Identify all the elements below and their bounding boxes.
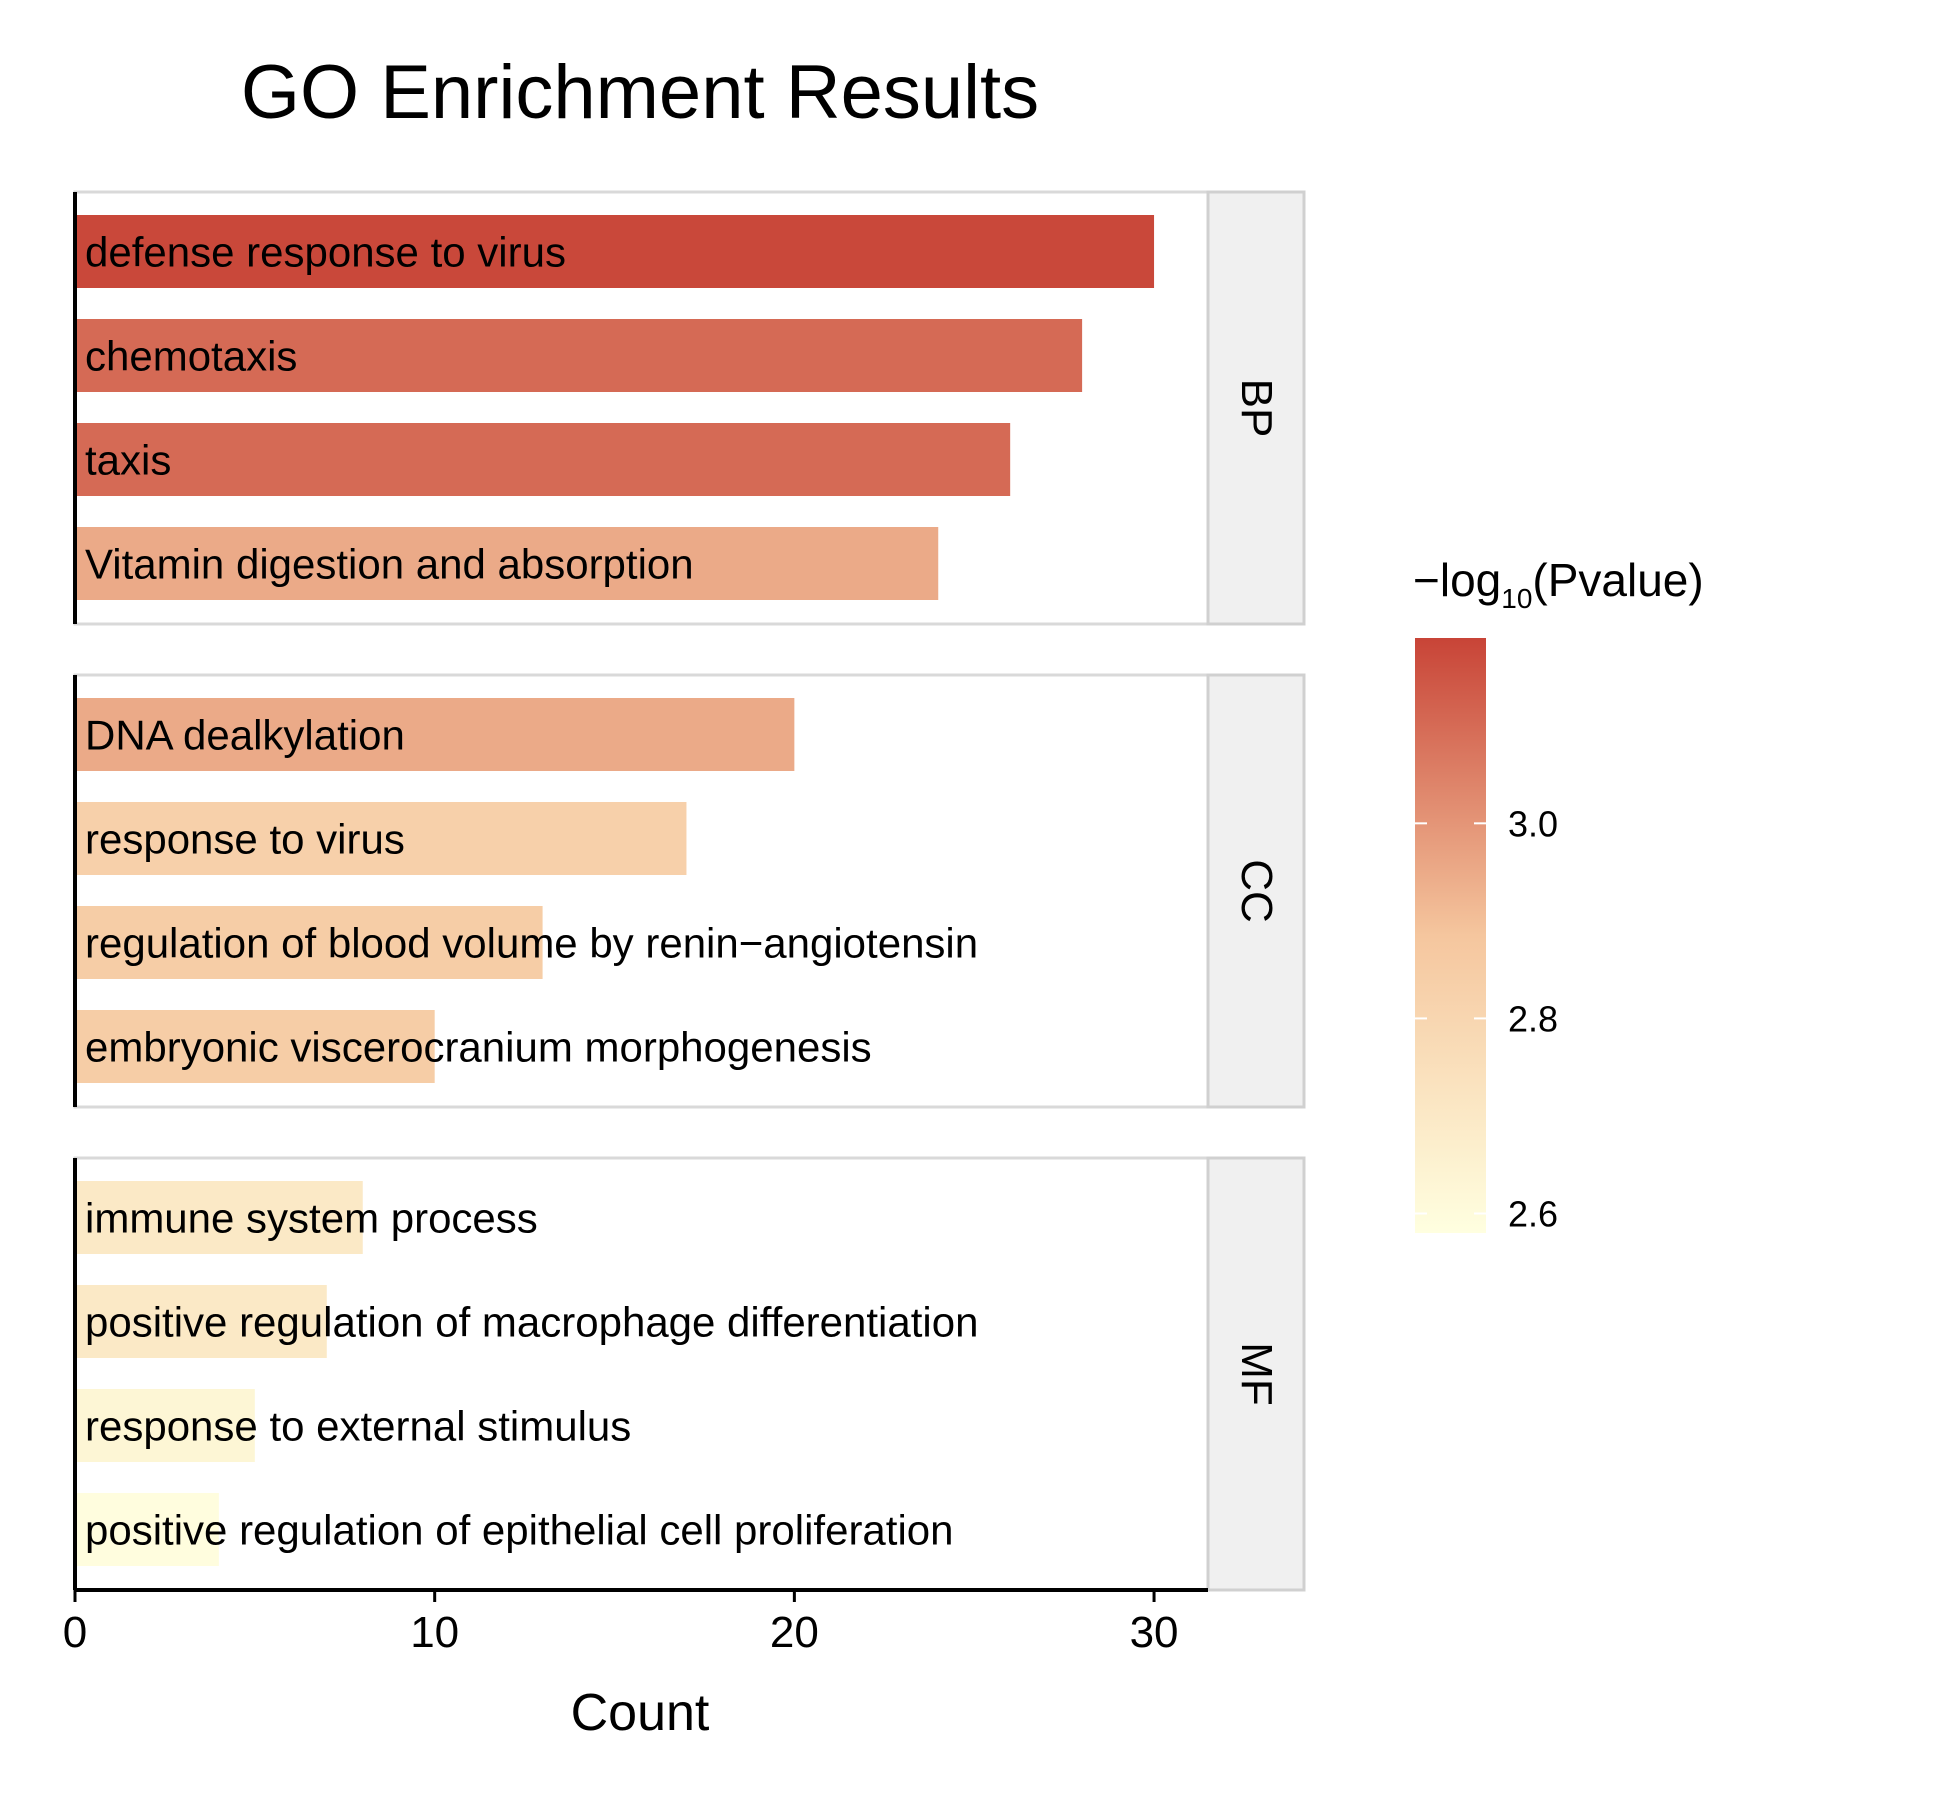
bar bbox=[75, 215, 1155, 288]
bar bbox=[75, 423, 1011, 496]
facet-panel-bp: defense response to virus chemotaxis taxis… bbox=[73, 190, 1306, 626]
x-tick-label: 30 bbox=[1130, 1608, 1179, 1657]
legend-title-suffix: (Pvalue) bbox=[1532, 554, 1703, 606]
bar-label: positive regulation of macrophage differ… bbox=[85, 1299, 978, 1346]
chart-title: GO Enrichment Results bbox=[241, 50, 1039, 135]
bar bbox=[75, 319, 1083, 392]
legend-title-subscript: 10 bbox=[1501, 583, 1532, 614]
bar-label: embryonic viscerocranium morphogenesis bbox=[85, 1024, 872, 1071]
bar bbox=[75, 1181, 363, 1254]
legend-title-prefix: −log bbox=[1413, 554, 1501, 606]
bar bbox=[75, 527, 939, 600]
bar bbox=[75, 1285, 327, 1358]
x-tick-label: 10 bbox=[410, 1608, 459, 1657]
color-legend: −log10(Pvalue) 2.6 2.8 3.0 bbox=[1413, 554, 1704, 1234]
facet-strip bbox=[1206, 190, 1306, 626]
bar-label: immune system process bbox=[85, 1195, 538, 1242]
bar-label: taxis bbox=[85, 437, 171, 484]
facet-strip bbox=[1206, 673, 1306, 1109]
bar-label: chemotaxis bbox=[85, 333, 297, 380]
bar-label: response to external stimulus bbox=[85, 1403, 631, 1450]
legend-tick-label: 2.8 bbox=[1508, 998, 1558, 1039]
bar bbox=[75, 802, 687, 875]
legend-ticks: 2.6 2.8 3.0 bbox=[1415, 803, 1558, 1234]
facet-panel-mf: immune system process positive regulation… bbox=[73, 1156, 1306, 1592]
legend-tick-label: 3.0 bbox=[1508, 803, 1558, 844]
x-axis-title: Count bbox=[571, 1684, 710, 1742]
bar-label: defense response to virus bbox=[85, 229, 566, 276]
legend-colorbar bbox=[1415, 638, 1486, 1233]
bar bbox=[75, 1389, 255, 1462]
facet-strip bbox=[1206, 1156, 1306, 1592]
facet-panels: defense response to virus chemotaxis taxis… bbox=[73, 190, 1306, 1592]
facet-strip-label: CC bbox=[1232, 859, 1281, 923]
bar-label: regulation of blood volume by renin−angi… bbox=[85, 920, 978, 967]
bar-label: Vitamin digestion and absorption bbox=[85, 541, 694, 588]
facet-strip-label: MF bbox=[1232, 1342, 1281, 1406]
bar bbox=[75, 1493, 219, 1566]
bar bbox=[75, 906, 543, 979]
facet-panel-cc: DNA dealkylation response to virus regulat… bbox=[73, 673, 1306, 1109]
bar bbox=[75, 1010, 435, 1083]
bar bbox=[75, 698, 795, 771]
bar-label: response to virus bbox=[85, 816, 405, 863]
legend-tick-label: 2.6 bbox=[1508, 1193, 1558, 1234]
x-tick-label: 20 bbox=[770, 1608, 819, 1657]
bar-label: positive regulation of epithelial cell p… bbox=[85, 1507, 954, 1554]
bar-label: DNA dealkylation bbox=[85, 712, 405, 759]
x-axis: 0 10 20 30 bbox=[63, 1588, 1208, 1657]
legend-title: −log10(Pvalue) bbox=[1413, 554, 1704, 614]
facet-strip-label: BP bbox=[1232, 379, 1281, 438]
x-tick-label: 0 bbox=[63, 1608, 87, 1657]
